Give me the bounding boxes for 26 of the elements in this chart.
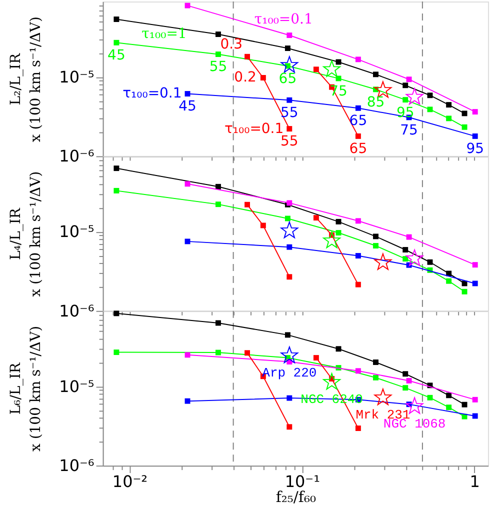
annotation: 75 [400, 122, 418, 138]
annotation: 65 [278, 70, 297, 87]
annotation: 65 [349, 141, 368, 158]
annotation: 55 [209, 59, 228, 76]
x-tick-label: 10⁻² [112, 472, 148, 492]
annotation: 45 [108, 48, 126, 64]
annotation: 95 [466, 141, 484, 158]
y-tick-label: 10⁻⁵ [59, 376, 94, 396]
annotation: τ₁₀₀=0.1 [254, 12, 313, 28]
y-tick-label: 10⁻⁶ [59, 146, 94, 166]
annotation: 65 [349, 113, 368, 130]
y-axis-title: L₂/L_IR x (100 km s⁻¹/ΔV) [8, 16, 44, 142]
annotation: 55 [280, 134, 298, 150]
annotation: τ₁₀₀=1 [142, 26, 187, 42]
y-tick-label: 10⁻⁶ [59, 456, 94, 476]
y-tick-label: 10⁻⁶ [59, 301, 94, 320]
annotation: 55 [280, 105, 298, 122]
annotation: 0.3 [220, 36, 242, 53]
y-tick-label: 10⁻⁵ [59, 222, 94, 242]
y-axis-title: L₆/L_IR x (100 km s⁻¹/ΔV) [8, 326, 44, 452]
series-label: Arp 220 [262, 366, 317, 381]
y-axis-title: L₄/L_IR x (100 km s⁻¹/ΔV) [8, 171, 44, 297]
annotation: 85 [366, 94, 385, 110]
annotation: 0.2 [234, 70, 256, 86]
x-tick-label: 1 [470, 472, 480, 492]
y-tick-label: 10⁻⁵ [59, 68, 94, 87]
